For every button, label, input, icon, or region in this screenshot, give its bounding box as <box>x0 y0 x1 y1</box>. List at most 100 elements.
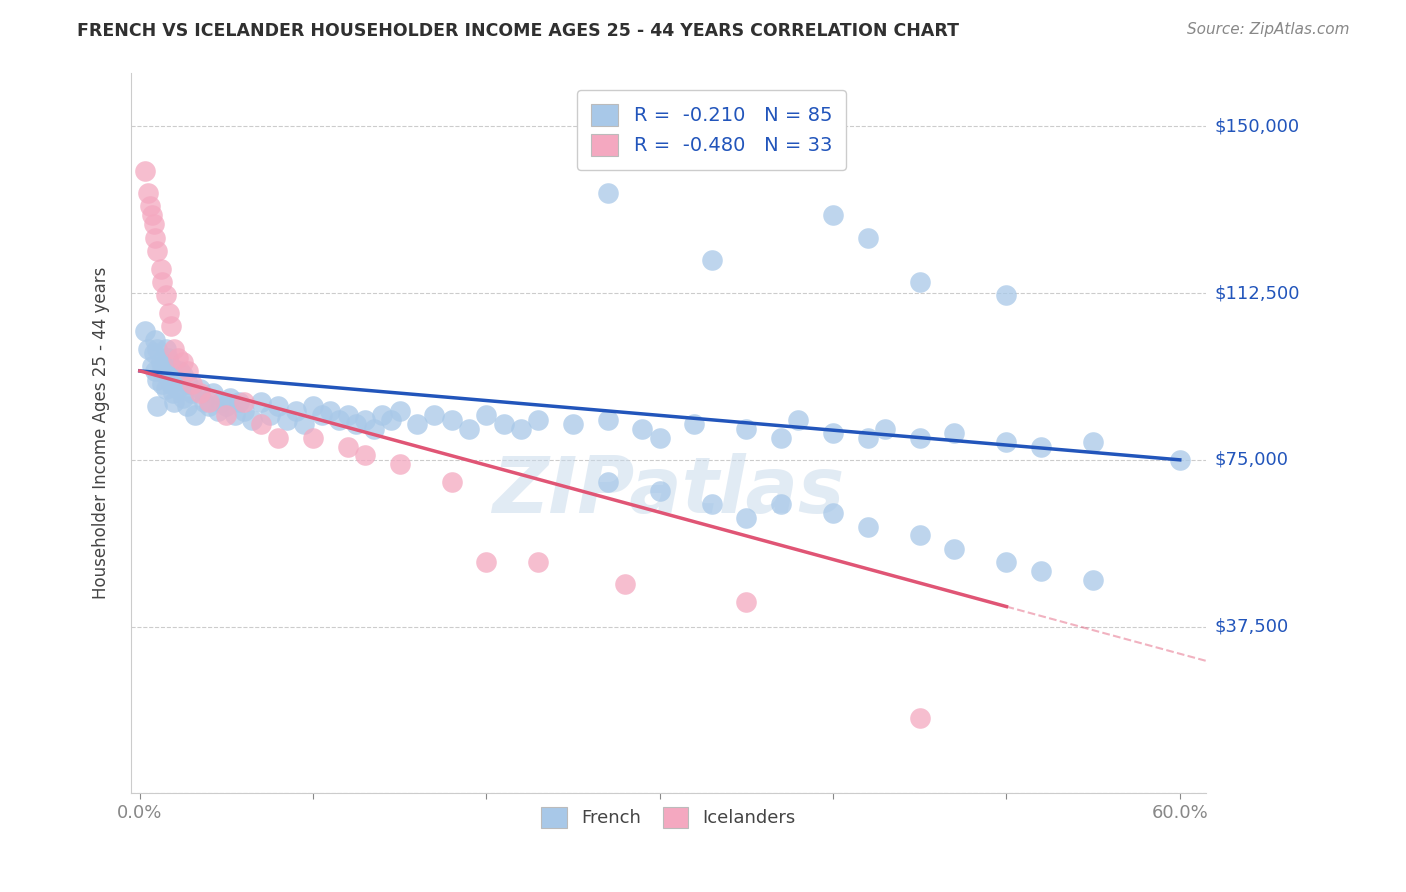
Point <box>1029 440 1052 454</box>
Text: $112,500: $112,500 <box>1215 284 1299 302</box>
Point <box>1081 573 1104 587</box>
Point <box>735 422 758 436</box>
Point <box>267 431 290 445</box>
Point <box>177 364 200 378</box>
Point <box>167 351 190 365</box>
Point <box>198 395 221 409</box>
Point <box>856 519 879 533</box>
Point <box>371 409 394 423</box>
Text: FRENCH VS ICELANDER HOUSEHOLDER INCOME AGES 25 - 44 YEARS CORRELATION CHART: FRENCH VS ICELANDER HOUSEHOLDER INCOME A… <box>77 22 959 40</box>
Point <box>328 413 350 427</box>
Point <box>908 528 931 542</box>
Point <box>336 409 359 423</box>
Point <box>380 413 402 427</box>
Point <box>228 395 250 409</box>
Point <box>319 404 342 418</box>
Point <box>1029 564 1052 578</box>
Point <box>856 431 879 445</box>
Point <box>163 373 186 387</box>
Point <box>735 510 758 524</box>
Point <box>259 409 281 423</box>
Point <box>943 426 966 441</box>
Point <box>150 275 173 289</box>
Point <box>354 449 377 463</box>
Point <box>141 208 163 222</box>
Point <box>167 382 190 396</box>
Point <box>562 417 585 432</box>
Point <box>155 288 177 302</box>
Point <box>146 342 169 356</box>
Point <box>1168 453 1191 467</box>
Point <box>1081 435 1104 450</box>
Point <box>150 364 173 378</box>
Point <box>142 346 165 360</box>
Point <box>527 555 550 569</box>
Point <box>346 417 368 432</box>
Point <box>527 413 550 427</box>
Point <box>232 404 254 418</box>
Point <box>141 359 163 374</box>
Point <box>193 395 215 409</box>
Point <box>856 230 879 244</box>
Point <box>787 413 810 427</box>
Point <box>157 364 180 378</box>
Point <box>149 355 172 369</box>
Point <box>176 400 198 414</box>
Text: Source: ZipAtlas.com: Source: ZipAtlas.com <box>1187 22 1350 37</box>
Text: $75,000: $75,000 <box>1215 450 1288 469</box>
Point <box>232 395 254 409</box>
Point <box>224 409 246 423</box>
Point <box>156 351 179 365</box>
Point <box>302 431 325 445</box>
Point <box>596 475 619 489</box>
Point <box>631 422 654 436</box>
Point <box>823 426 845 441</box>
Point <box>138 342 160 356</box>
Point <box>700 497 723 511</box>
Point <box>149 261 172 276</box>
Point <box>302 400 325 414</box>
Point <box>146 373 169 387</box>
Point <box>145 364 167 378</box>
Point <box>648 483 671 498</box>
Point <box>284 404 307 418</box>
Point <box>596 413 619 427</box>
Point <box>155 342 177 356</box>
Point <box>510 422 533 436</box>
Point <box>354 413 377 427</box>
Point <box>388 458 411 472</box>
Point <box>145 333 167 347</box>
Point <box>157 306 180 320</box>
Legend: French, Icelanders: French, Icelanders <box>534 799 803 835</box>
Point <box>908 431 931 445</box>
Point <box>162 386 184 401</box>
Point <box>596 186 619 200</box>
Point <box>735 595 758 609</box>
Point <box>648 431 671 445</box>
Point <box>388 404 411 418</box>
Point <box>160 359 183 374</box>
Text: ZIPatlas: ZIPatlas <box>492 453 845 529</box>
Point <box>215 409 238 423</box>
Point <box>172 355 194 369</box>
Point <box>215 400 238 414</box>
Point <box>683 417 706 432</box>
Point <box>294 417 316 432</box>
Point <box>155 382 177 396</box>
Point <box>614 577 637 591</box>
Point <box>440 413 463 427</box>
Point <box>163 395 186 409</box>
Point <box>169 364 191 378</box>
Point <box>336 440 359 454</box>
Point <box>823 506 845 520</box>
Point <box>250 395 273 409</box>
Point <box>943 541 966 556</box>
Point <box>440 475 463 489</box>
Point <box>190 382 212 396</box>
Point <box>242 413 264 427</box>
Point <box>207 404 229 418</box>
Point <box>875 422 897 436</box>
Point <box>908 275 931 289</box>
Point <box>770 431 793 445</box>
Point <box>458 422 481 436</box>
